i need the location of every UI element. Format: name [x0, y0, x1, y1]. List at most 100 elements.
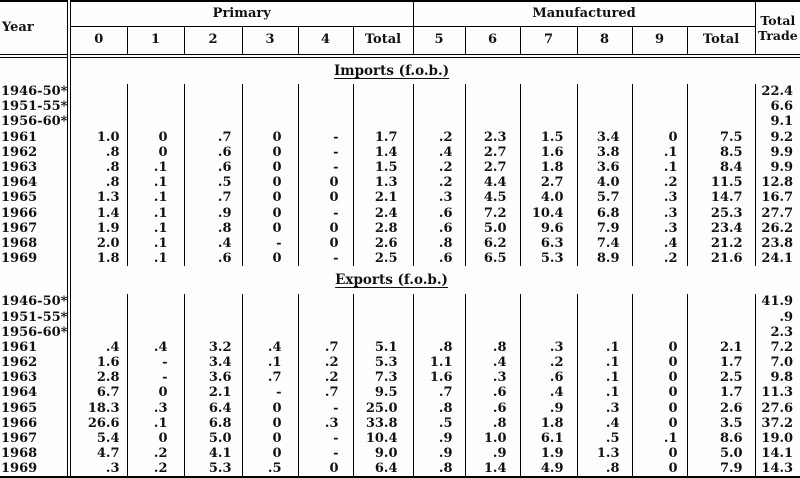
value-cell: .1: [631, 159, 687, 176]
value-cell: .7: [297, 385, 353, 401]
table-row: 1965 1.3.1.7 0 0 2.1.3 4.5 4.0 5.7.3 14.7 16.7: [0, 190, 800, 206]
value-cell: [686, 294, 756, 310]
value-cell: .8: [412, 461, 465, 478]
value-cell: 1.7: [352, 129, 413, 145]
value-cell: [183, 294, 242, 310]
value-cell: .4: [576, 415, 632, 431]
value-cell: 2.4: [352, 205, 413, 221]
value-cell: 1.7: [686, 355, 756, 371]
value-cell: .8: [68, 175, 127, 191]
value-cell: .8: [68, 144, 127, 160]
value-cell: -: [297, 144, 353, 160]
table-row: 1951-55* 6.6: [0, 99, 800, 115]
value-cell: 9.9: [754, 159, 800, 176]
value-cell: .6: [412, 220, 465, 236]
table-row: 1968 4.7.2 4.1 0-9.0.9.9 1.9 1.3 0 5.0 14.1: [0, 446, 800, 462]
value-cell: .5: [183, 175, 242, 191]
row-year: 1961: [0, 129, 71, 145]
table-row: 1967 5.4 0 5.0 0-10.4.9 1.0 6.1.5.1 8.6 19.0: [0, 430, 800, 447]
value-cell: .1: [126, 175, 184, 191]
value-cell: [183, 309, 242, 325]
value-cell: 3.6: [576, 159, 632, 176]
value-cell: .3: [519, 339, 577, 355]
row-year: 1946-50*: [0, 84, 71, 100]
value-cell: .6: [464, 400, 520, 416]
table-row: 1969 1.8.1.6 0-2.5.6 6.5 5.3 8.9.2 21.6 24.1: [0, 251, 800, 267]
row-year: 1965: [0, 190, 71, 206]
value-cell: .2: [412, 159, 465, 176]
value-cell: [68, 114, 127, 130]
value-cell: .2: [412, 129, 465, 145]
value-cell: [183, 84, 242, 100]
value-cell: 0: [241, 400, 298, 416]
value-cell: -: [297, 400, 353, 416]
value-cell: -: [297, 205, 353, 221]
value-cell: .1: [126, 235, 184, 252]
value-cell: .1: [241, 355, 298, 371]
value-cell: 1.3: [576, 446, 632, 462]
value-cell: 1.4: [352, 144, 413, 160]
value-cell: 5.7: [576, 190, 632, 206]
col-header-1: 1: [126, 26, 185, 57]
value-cell: 6.7: [68, 385, 127, 401]
value-cell: 21.2: [686, 235, 756, 252]
value-cell: 1.8: [519, 415, 577, 431]
value-cell: 4.7: [68, 446, 127, 462]
value-cell: 22.4: [754, 84, 800, 100]
value-cell: 2.5: [686, 370, 756, 386]
row-year: 1964: [0, 385, 71, 401]
value-cell: 0: [241, 129, 298, 145]
value-cell: .8: [576, 461, 632, 478]
col-header-0: 0: [68, 26, 128, 57]
value-cell: [576, 114, 632, 130]
value-cell: 0: [241, 430, 298, 447]
value-cell: 7.9: [686, 461, 756, 478]
value-cell: .2: [412, 175, 465, 191]
value-cell: .2: [126, 461, 184, 478]
value-cell: -: [126, 355, 184, 371]
col-header-7: 7: [519, 26, 578, 57]
value-cell: 2.5: [352, 251, 413, 267]
value-cell: 3.4: [576, 129, 632, 145]
value-cell: 4.0: [576, 175, 632, 191]
value-cell: 10.4: [519, 205, 577, 221]
value-cell: 0: [631, 385, 687, 401]
value-cell: [241, 324, 298, 340]
value-cell: [241, 309, 298, 325]
value-cell: .4: [183, 235, 242, 252]
value-cell: .1: [631, 144, 687, 160]
value-cell: 0: [297, 461, 353, 478]
value-cell: .7: [183, 190, 242, 206]
value-cell: .6: [519, 370, 577, 386]
value-cell: 2.1: [183, 385, 242, 401]
value-cell: .1: [126, 220, 184, 236]
value-cell: [352, 99, 413, 115]
value-cell: [352, 114, 413, 130]
value-cell: .4: [631, 235, 687, 252]
value-cell: 19.0: [754, 430, 800, 447]
value-cell: 0: [631, 129, 687, 145]
value-cell: [241, 84, 298, 100]
value-cell: 5.0: [686, 446, 756, 462]
value-cell: -: [297, 446, 353, 462]
value-cell: .3: [631, 190, 687, 206]
table-row: 1946-50* 41.9: [0, 294, 800, 310]
value-cell: 2.3: [754, 324, 800, 340]
value-cell: .2: [631, 175, 687, 191]
value-cell: .1: [126, 190, 184, 206]
value-cell: [352, 309, 413, 325]
value-cell: 0: [297, 190, 353, 206]
value-cell: [519, 294, 577, 310]
value-cell: 9.2: [754, 129, 800, 145]
value-cell: 7.3: [352, 370, 413, 386]
value-cell: 1.8: [68, 251, 127, 267]
value-cell: [631, 309, 687, 325]
value-cell: [412, 294, 465, 310]
value-cell: 1.8: [519, 159, 577, 176]
value-cell: .3: [464, 370, 520, 386]
value-cell: .9: [754, 309, 800, 325]
value-cell: .9: [412, 430, 465, 447]
value-cell: 16.7: [754, 190, 800, 206]
value-cell: [631, 114, 687, 130]
value-cell: 5.4: [68, 430, 127, 447]
